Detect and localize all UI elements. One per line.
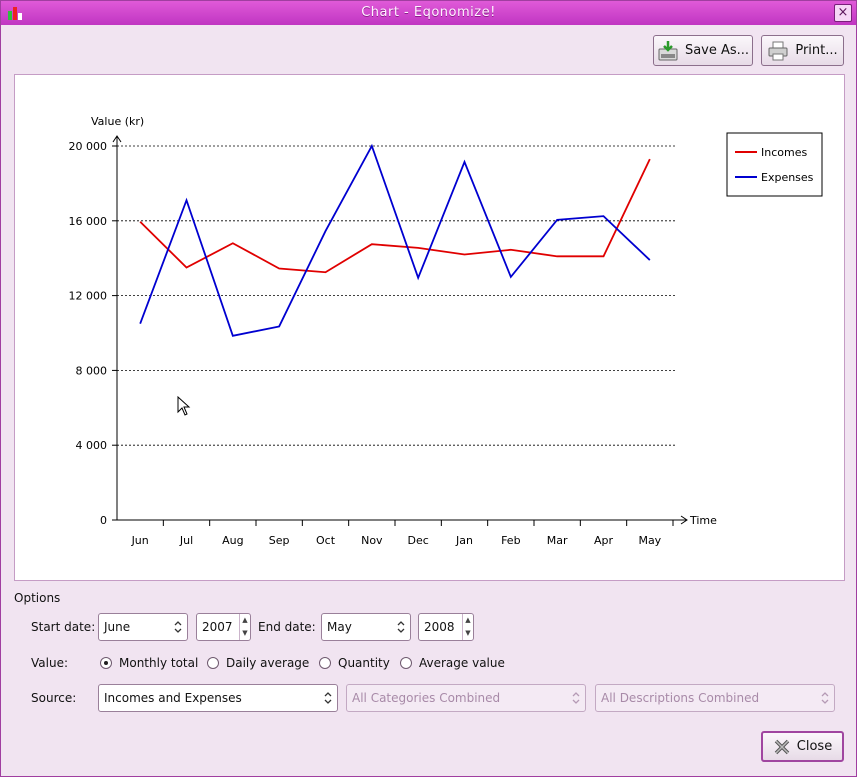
- close-icon: [774, 739, 790, 754]
- source-value: Incomes and Expenses: [104, 691, 242, 705]
- close-icon: ×: [837, 5, 849, 20]
- start-year-value: 2007: [202, 620, 233, 634]
- end-year-value: 2008: [424, 620, 455, 634]
- series-line-incomes: [139, 158, 651, 274]
- print-button[interactable]: Print...: [761, 35, 844, 66]
- x-tick-label: Jan: [455, 534, 473, 547]
- legend-box: [726, 132, 823, 197]
- spin-arrows-icon[interactable]: ▲ ▼: [462, 614, 473, 640]
- source-label: Source:: [31, 691, 77, 705]
- x-tick-label: Jun: [131, 534, 149, 547]
- start-year-spinbox[interactable]: 2007 ▲ ▼: [196, 613, 251, 641]
- radio-button-icon[interactable]: [207, 657, 219, 669]
- categories-value: All Categories Combined: [352, 691, 501, 705]
- save-as-button[interactable]: Save As...: [653, 35, 753, 66]
- start-month-value: June: [104, 620, 131, 634]
- radio-button-icon[interactable]: [319, 657, 331, 669]
- end-year-spinbox[interactable]: 2008 ▲ ▼: [418, 613, 474, 641]
- x-tick-label: Apr: [594, 534, 614, 547]
- y-tick-label: 0: [100, 514, 107, 527]
- select-arrows-icon: [572, 692, 580, 704]
- y-axis-title: Value (kr): [91, 115, 144, 128]
- end-month-value: May: [327, 620, 352, 634]
- y-tick-label: 16 000: [69, 215, 108, 228]
- y-tick-label: 4 000: [76, 439, 108, 452]
- x-tick-label: Dec: [408, 534, 429, 547]
- select-arrows-icon: [821, 692, 829, 704]
- radio-daily-average[interactable]: Daily average: [207, 656, 309, 670]
- spin-arrows-icon[interactable]: ▲ ▼: [239, 614, 250, 640]
- radio-average-value[interactable]: Average value: [400, 656, 505, 670]
- radio-label: Daily average: [226, 656, 310, 670]
- x-tick-label: Sep: [269, 534, 290, 547]
- x-tick-label: Nov: [361, 534, 383, 547]
- x-tick-label: Mar: [547, 534, 568, 547]
- y-tick-label: 20 000: [69, 140, 108, 153]
- y-tick-label: 8 000: [76, 364, 108, 377]
- options-heading: Options: [14, 591, 61, 605]
- legend-label-expenses: Expenses: [761, 171, 814, 184]
- descriptions-select: All Descriptions Combined: [595, 684, 835, 712]
- start-month-select[interactable]: June: [98, 613, 188, 641]
- save-as-label: Save As...: [684, 43, 750, 58]
- select-arrows-icon: [324, 692, 332, 704]
- close-button[interactable]: Close: [761, 731, 844, 762]
- x-axis-arrow: [680, 515, 688, 525]
- y-axis-arrow: [112, 135, 122, 143]
- line-chart: Value (kr) Time 0 4 000 8 000 12 000 16 000 2…: [69, 115, 823, 547]
- radio-button-icon[interactable]: [400, 657, 412, 669]
- print-label: Print...: [795, 43, 838, 58]
- x-tick-label: Feb: [501, 534, 520, 547]
- series-line-expenses: [139, 143, 651, 337]
- select-arrows-icon: [397, 621, 405, 633]
- legend: Incomes Expenses: [726, 132, 823, 197]
- x-tick-label: May: [638, 534, 661, 547]
- radio-monthly-total[interactable]: Monthly total: [100, 656, 198, 670]
- window-close-button[interactable]: ×: [834, 4, 852, 22]
- save-icon: [658, 40, 678, 60]
- radio-button-icon[interactable]: [100, 657, 112, 669]
- y-tick-label: 12 000: [69, 290, 108, 303]
- end-date-label: End date:: [258, 620, 316, 634]
- x-tick-label: Jul: [179, 534, 193, 547]
- legend-label-incomes: Incomes: [761, 146, 807, 159]
- descriptions-value: All Descriptions Combined: [601, 691, 760, 705]
- source-select[interactable]: Incomes and Expenses: [98, 684, 338, 712]
- radio-label: Average value: [419, 656, 505, 670]
- x-tick-label: Oct: [316, 534, 336, 547]
- radio-label: Monthly total: [119, 656, 199, 670]
- categories-select: All Categories Combined: [346, 684, 586, 712]
- mouse-pointer-icon: [177, 396, 191, 416]
- x-tick-label: Aug: [222, 534, 243, 547]
- app-icon: [8, 7, 22, 20]
- radio-label: Quantity: [338, 656, 390, 670]
- select-arrows-icon: [174, 621, 182, 633]
- close-label: Close: [796, 739, 833, 754]
- value-label: Value:: [31, 656, 68, 670]
- end-month-select[interactable]: May: [321, 613, 411, 641]
- chart-panel: Value (kr) Time 0 4 000 8 000 12 000 16 000 2…: [14, 74, 845, 581]
- printer-icon: [768, 41, 788, 60]
- x-axis-title: Time: [689, 514, 717, 527]
- start-date-label: Start date:: [31, 620, 96, 634]
- radio-quantity[interactable]: Quantity: [319, 656, 390, 670]
- window-title: Chart - Eqonomize!: [361, 5, 496, 20]
- title-bar[interactable]: Chart - Eqonomize! ×: [1, 1, 856, 25]
